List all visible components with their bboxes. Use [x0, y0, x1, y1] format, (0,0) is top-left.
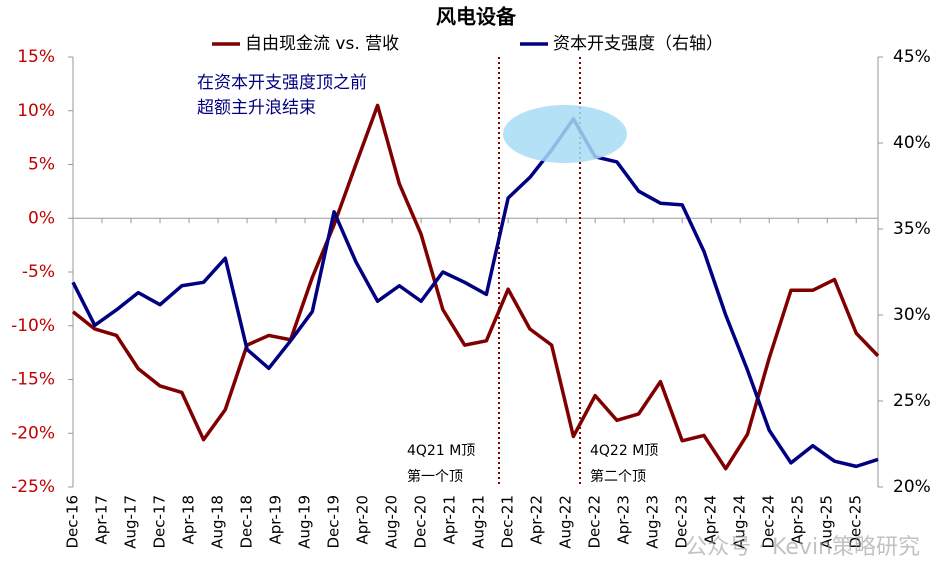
y2-tick-label: 35% — [893, 219, 931, 239]
annotation: 第二个顶 — [590, 468, 646, 485]
x-tick-label: Apr-18 — [180, 495, 198, 545]
y-tick-label: -15% — [11, 370, 55, 390]
x-tick-label: Aug-20 — [383, 495, 401, 549]
y2-tick-label: 40% — [893, 133, 931, 153]
annotation: 4Q21 M顶 — [407, 443, 475, 459]
x-tick-label: Dec-20 — [412, 495, 430, 549]
y-tick-label: 5% — [28, 155, 55, 175]
highlight-ellipse — [503, 105, 627, 163]
y-tick-label: 15% — [17, 47, 55, 67]
x-tick-label: Aug-23 — [644, 495, 662, 549]
x-tick-label: Dec-19 — [325, 495, 343, 549]
x-tick-label: Dec-16 — [64, 495, 82, 549]
x-tick-label: Dec-24 — [760, 495, 778, 549]
annotation: 第一个顶 — [407, 468, 463, 485]
x-tick-label: Apr-22 — [528, 495, 546, 545]
chart-title: 风电设备 — [436, 5, 517, 29]
x-tick-label: Dec-18 — [238, 495, 256, 549]
x-tick-label: Aug-25 — [818, 495, 836, 549]
x-tick-label: Dec-21 — [499, 495, 517, 549]
x-tick-label: Apr-19 — [267, 495, 285, 545]
series-line — [71, 117, 879, 469]
y-tick-label: -20% — [11, 423, 55, 443]
legend-label: 资本开支强度（右轴） — [553, 34, 723, 54]
x-tick-label: Apr-20 — [354, 495, 372, 545]
annotation: 超额主升浪结束 — [197, 98, 316, 118]
annotation: 在资本开支强度顶之前 — [197, 73, 367, 93]
y2-tick-label: 30% — [893, 305, 931, 325]
x-tick-label: Apr-21 — [441, 495, 459, 545]
watermark: 公众号 · Kevin策略研究 — [685, 535, 920, 560]
x-tick-label: Apr-23 — [615, 495, 633, 545]
x-tick-label: Aug-22 — [557, 495, 575, 549]
x-tick-label: Aug-18 — [209, 495, 227, 549]
x-tick-label: Aug-17 — [122, 495, 140, 549]
y2-tick-label: 25% — [893, 391, 931, 411]
y-tick-label: -25% — [11, 477, 55, 497]
y2-tick-label: 45% — [893, 47, 931, 67]
y-tick-label: 0% — [28, 208, 55, 228]
x-tick-label: Apr-17 — [93, 495, 111, 545]
x-tick-label: Dec-22 — [586, 495, 604, 549]
x-tick-label: Apr-25 — [789, 495, 807, 545]
annotation: 4Q22 M顶 — [590, 443, 658, 459]
y2-tick-label: 20% — [893, 477, 931, 497]
legend-label: 自由现金流 vs. 营收 — [245, 34, 399, 54]
x-tick-label: Apr-24 — [702, 495, 720, 545]
x-tick-label: Dec-23 — [673, 495, 691, 549]
y-tick-label: 10% — [17, 101, 55, 121]
y-tick-label: -5% — [22, 262, 55, 282]
x-tick-label: Dec-25 — [847, 495, 865, 549]
x-tick-label: Aug-24 — [731, 495, 749, 549]
series-line — [71, 103, 880, 471]
x-tick-label: Aug-21 — [470, 495, 488, 549]
x-tick-label: Dec-17 — [151, 495, 169, 549]
x-tick-label: Aug-19 — [296, 495, 314, 549]
y-tick-label: -10% — [11, 316, 55, 336]
